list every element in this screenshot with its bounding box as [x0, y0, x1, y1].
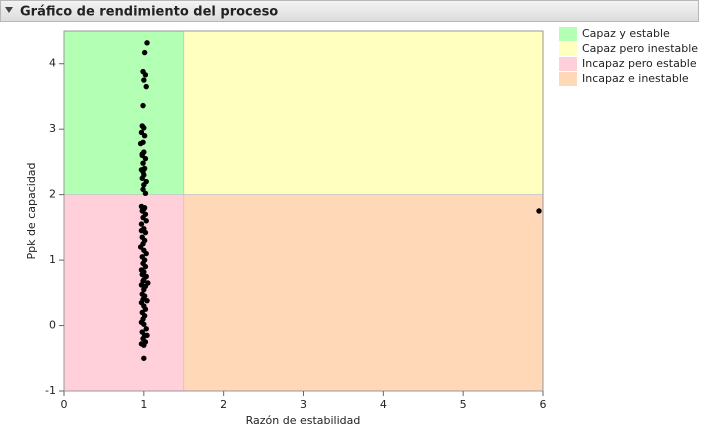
data-point	[142, 72, 149, 78]
data-point	[140, 186, 146, 193]
legend-swatch	[559, 72, 577, 86]
x-tick-label: 3	[300, 398, 307, 411]
collapse-toggle[interactable]	[5, 7, 13, 13]
data-point	[139, 151, 145, 157]
data-point	[140, 160, 146, 166]
y-tick-label: 0	[49, 319, 56, 332]
y-tick-label: 1	[49, 253, 56, 266]
data-point	[536, 208, 542, 214]
data-point	[145, 280, 151, 286]
x-axis-label: Razón de estabilidad	[246, 414, 361, 427]
data-point	[143, 218, 149, 224]
x-tick-label: 2	[220, 398, 227, 411]
data-point	[143, 326, 149, 332]
data-point	[138, 221, 145, 227]
legend-swatch	[559, 27, 577, 41]
x-tick-label: 5	[460, 398, 467, 411]
y-tick-label: 4	[49, 57, 56, 70]
y-tick-label: 3	[49, 122, 56, 135]
data-point	[140, 169, 146, 175]
data-point	[138, 227, 145, 234]
data-point	[142, 155, 149, 162]
region	[183, 194, 544, 392]
data-point	[141, 286, 147, 293]
data-point	[140, 102, 146, 109]
x-tick-label: 6	[540, 398, 547, 411]
x-tick-label: 1	[140, 398, 147, 411]
data-point	[143, 250, 149, 257]
data-point	[142, 190, 149, 197]
legend-swatch	[559, 57, 577, 71]
data-point	[141, 182, 147, 188]
data-point	[139, 175, 145, 181]
y-tick-label: 2	[49, 188, 56, 201]
legend-label: Incapaz e inestable	[582, 72, 689, 85]
data-point	[141, 355, 147, 361]
data-point	[142, 263, 149, 270]
data-point	[143, 83, 149, 90]
region	[183, 30, 544, 196]
data-point	[141, 77, 147, 83]
x-tick-label: 0	[61, 398, 68, 411]
legend-label: Capaz pero inestable	[582, 42, 698, 55]
data-point	[141, 206, 147, 212]
data-point	[142, 229, 149, 236]
header-bar	[0, 0, 699, 22]
region	[63, 194, 185, 392]
data-point	[141, 125, 147, 131]
y-tick-label: -1	[45, 384, 56, 397]
data-point	[141, 49, 148, 56]
data-point	[139, 271, 145, 278]
legend-label: Capaz y estable	[582, 27, 670, 40]
data-point	[144, 297, 150, 304]
chart-title: Gráfico de rendimiento del proceso	[20, 5, 278, 20]
data-point	[144, 332, 150, 339]
data-point	[141, 133, 148, 139]
data-point	[142, 211, 149, 217]
region	[63, 30, 185, 196]
data-point	[137, 140, 144, 147]
data-point	[144, 40, 150, 46]
x-tick-label: 4	[380, 398, 387, 411]
legend-label: Incapaz pero estable	[582, 57, 697, 70]
data-point	[141, 321, 147, 327]
y-axis-label: Ppk de capacidad	[25, 162, 38, 259]
legend-swatch	[559, 42, 577, 56]
data-point	[141, 342, 147, 348]
